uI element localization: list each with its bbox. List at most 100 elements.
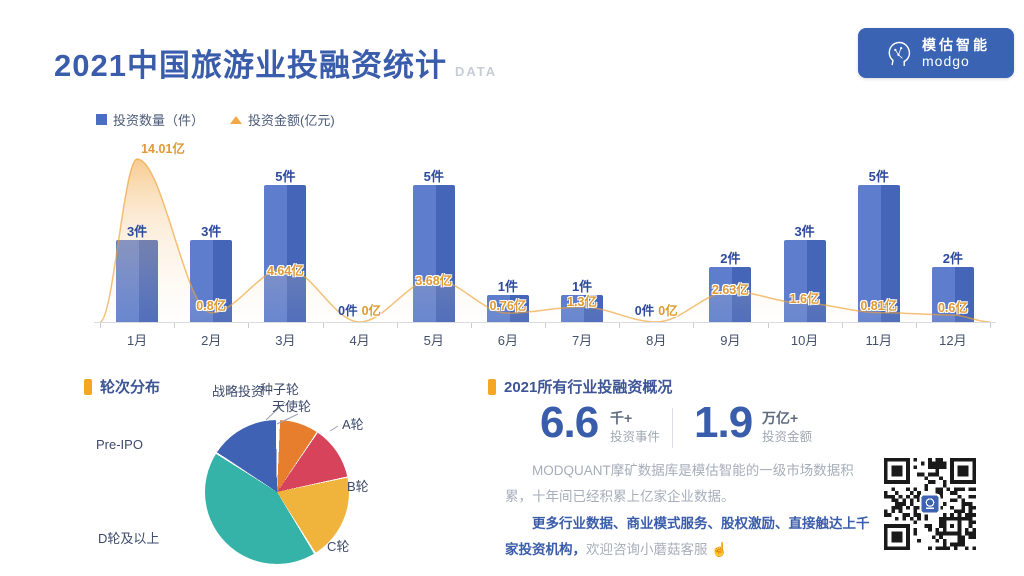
pie-slice-label: 种子轮 xyxy=(260,382,300,397)
pie-slice-label: 战略投资 xyxy=(212,384,265,399)
brand-name-en: modgo xyxy=(922,53,970,69)
stat-amount-label: 投资金额 xyxy=(762,430,813,444)
stat-divider xyxy=(672,408,673,448)
x-axis-line xyxy=(94,322,996,323)
x-axis-tick xyxy=(619,323,620,328)
bar-count-label: 5件 xyxy=(423,168,444,184)
cta-bold: 更多行业数据、商业模式服务、股权激励、直接触达上千家投资机构， xyxy=(505,515,870,557)
legend-item-amount: 投资金额(亿元) xyxy=(230,110,335,129)
bar-count-label: 0件 xyxy=(634,304,655,318)
qr-code xyxy=(884,458,976,550)
stat-amount-value: 1.9 xyxy=(694,398,753,447)
area-amount-label: 0.81亿 xyxy=(860,298,898,313)
x-axis-month-label: 7月 xyxy=(571,333,593,348)
pie-slice-label: Pre-IPO xyxy=(96,437,143,452)
stat-amount-unit: 万亿+ xyxy=(762,410,799,426)
area-amount-label: 1.6亿 xyxy=(789,292,820,307)
orange-bullet-icon xyxy=(84,378,92,395)
x-axis-month-label: 4月 xyxy=(349,333,370,348)
stat-events-label: 投资事件 xyxy=(610,430,661,444)
chart-legend: 投资数量（件） 投资金额(亿元) xyxy=(96,110,335,129)
area-amount-label: 0亿 xyxy=(361,304,382,318)
bar-count-label: 2件 xyxy=(720,251,741,266)
bar-count-label: 2件 xyxy=(942,251,964,266)
investment-count-bar xyxy=(264,184,307,322)
brain-head-icon xyxy=(888,41,911,67)
area-amount-label: 14.01亿 xyxy=(141,142,185,156)
investment-count-bar xyxy=(783,239,826,322)
bar-count-label: 3件 xyxy=(201,223,222,239)
x-axis-month-label: 3月 xyxy=(275,333,296,348)
page-title-suffix: DATA xyxy=(454,64,498,79)
brand-logo: 模估智能 modgo xyxy=(858,28,1014,78)
area-amount-label: 0.8亿 xyxy=(196,299,227,314)
x-axis-tick xyxy=(248,323,249,328)
x-axis-tick xyxy=(693,323,694,328)
bar-count-label: 0件 xyxy=(338,304,358,318)
pie-slice-label: 天使轮 xyxy=(272,399,312,414)
x-axis-month-label: 6月 xyxy=(497,333,519,348)
x-axis-tick xyxy=(545,323,546,328)
database-description: MODQUANT摩矿数据库是模估智能的一级市场数据积累，十年间已经积累上亿家企业… xyxy=(505,463,854,505)
x-axis-month-label: 12月 xyxy=(939,333,967,348)
cta-tail: 欢迎咨询小蘑菇客服 xyxy=(586,541,708,557)
x-axis-month-label: 9月 xyxy=(720,333,741,348)
stat-events-unit: 千+ xyxy=(610,410,633,426)
area-amount-label: 3.68亿 xyxy=(415,273,453,288)
legend-label: 投资数量（件） xyxy=(113,113,205,128)
round-distribution-pie-chart xyxy=(205,420,349,564)
area-amount-label: 0.6亿 xyxy=(937,300,968,315)
area-amount-label: 4.64亿 xyxy=(266,264,304,279)
legend-label: 投资金额(亿元) xyxy=(248,113,335,128)
x-axis-tick xyxy=(768,323,769,328)
area-amount-label: 2.63亿 xyxy=(711,283,749,298)
round-distribution-header: 轮次分布 xyxy=(84,376,160,397)
page-title: 2021中国旅游业投融资统计 DATA xyxy=(54,40,497,85)
bar-count-label: 1件 xyxy=(497,278,519,294)
investment-count-bar xyxy=(412,184,455,322)
pointing-hand-icon: ☝ xyxy=(711,541,729,557)
page-title-text: 2021中国旅游业投融资统计 xyxy=(54,48,447,83)
industry-overview-header: 2021所有行业投融资概况 xyxy=(488,376,672,397)
investment-count-bar xyxy=(116,239,159,322)
x-axis-month-label: 5月 xyxy=(423,333,444,348)
x-axis-tick xyxy=(100,323,101,328)
bar-count-label: 5件 xyxy=(275,168,296,184)
area-amount-label: 1.3亿 xyxy=(567,294,598,309)
zero-month-labels: 0件 0亿 xyxy=(621,300,691,319)
x-axis-month-label: 10月 xyxy=(790,333,819,348)
triangle-marker-icon xyxy=(230,115,243,124)
x-axis-tick xyxy=(397,323,398,328)
brand-name-cn: 模估智能 xyxy=(922,37,990,53)
zero-month-labels: 0件 0亿 xyxy=(325,300,395,319)
x-axis-month-label: 1月 xyxy=(126,333,148,348)
x-axis-tick xyxy=(323,323,324,328)
orange-bullet-icon xyxy=(488,378,496,395)
bar-count-label: 5件 xyxy=(868,168,889,184)
pie-slice-label: C轮 xyxy=(327,539,350,554)
cta-text: 更多行业数据、商业模式服务、股权激励、直接触达上千家投资机构，欢迎咨询小蘑菇客服… xyxy=(505,511,879,564)
overview-description: MODQUANT摩矿数据库是模估智能的一级市场数据积累，十年间已经积累上亿家企业… xyxy=(505,458,879,563)
area-amount-label: 0亿 xyxy=(658,304,678,318)
bar-count-label: 3件 xyxy=(126,223,148,239)
x-axis-tick xyxy=(990,323,991,328)
pie-slice-label: B轮 xyxy=(347,479,369,494)
x-axis-month-label: 8月 xyxy=(646,333,667,348)
bar-count-label: 3件 xyxy=(794,223,815,239)
x-axis-tick xyxy=(174,323,175,328)
square-marker-icon xyxy=(96,114,107,125)
round-distribution-title: 轮次分布 xyxy=(100,379,161,396)
stat-events-value: 6.6 xyxy=(540,398,599,447)
x-axis-month-label: 2月 xyxy=(201,333,222,348)
legend-item-count: 投资数量（件） xyxy=(96,110,204,129)
brand-name: 模估智能 modgo xyxy=(922,37,990,69)
industry-overview-title: 2021所有行业投融资概况 xyxy=(504,379,673,396)
x-axis-tick xyxy=(842,323,843,328)
x-axis-tick xyxy=(471,323,472,328)
x-axis-month-label: 11月 xyxy=(865,333,892,348)
pie-slice-label: D轮及以上 xyxy=(98,531,160,546)
monthly-investment-combo-chart: 1月 3件 14.01亿 2月 3件 0.8亿 3月 5件 4.64亿 4月 0件 0亿 5月 5件 3.6… xyxy=(94,140,996,352)
pie-slice-label: A轮 xyxy=(342,417,364,432)
area-amount-label: 0.76亿 xyxy=(489,299,527,314)
